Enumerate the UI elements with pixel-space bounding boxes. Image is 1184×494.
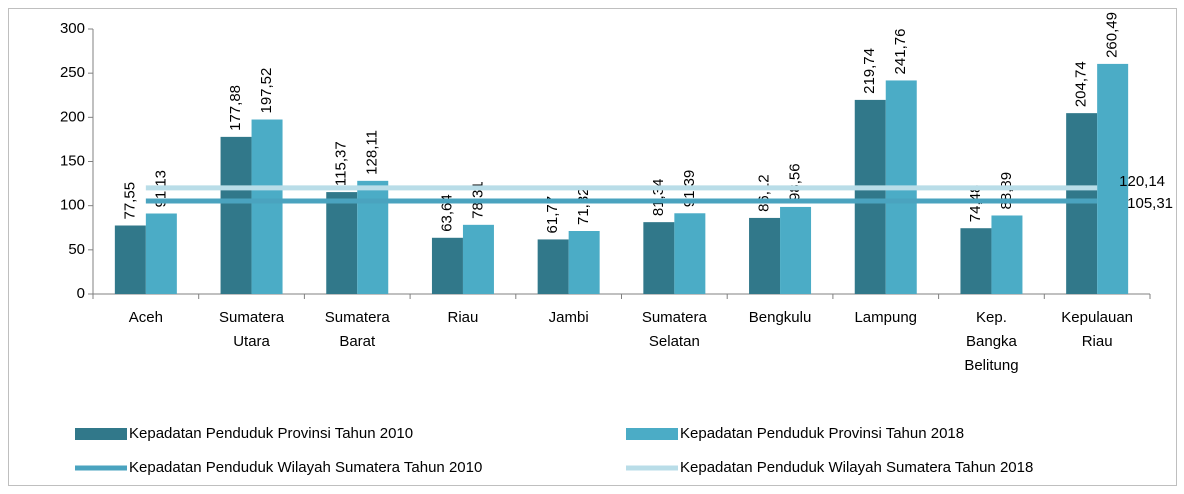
legend-label: Kepadatan Penduduk Wilayah Sumatera Tahu… xyxy=(129,459,482,476)
data-label: 115,37 xyxy=(333,141,350,186)
bar xyxy=(357,180,389,294)
x-tick-label-line: Sumatera xyxy=(325,309,391,326)
x-tick-label: Kep. Bangka Belitung xyxy=(964,309,1018,374)
y-tick-label: 150 xyxy=(60,152,85,169)
x-tick-label-line: Sumatera xyxy=(642,309,708,326)
data-label: 61,77 xyxy=(544,196,561,234)
x-tick-label-line: Bangka xyxy=(966,333,1018,350)
legend-swatch xyxy=(75,428,127,440)
x-tick-label: Aceh xyxy=(129,309,163,326)
bar xyxy=(1066,113,1098,294)
x-tick-label-line: Kepulauan xyxy=(1061,309,1133,326)
x-tick-label-line: Bengkulu xyxy=(749,309,812,326)
x-tick-label-line: Selatan xyxy=(649,333,700,350)
x-tick-label: Sumatera Selatan xyxy=(642,309,708,350)
data-label: 204,74 xyxy=(1073,61,1090,107)
data-label: 177,88 xyxy=(227,85,244,131)
bar xyxy=(960,228,992,294)
line-end-label: 120,14 xyxy=(1119,173,1165,190)
bar xyxy=(674,213,706,294)
data-label: 88,89 xyxy=(998,172,1015,210)
bar xyxy=(1097,63,1129,295)
x-tick-label-line: Belitung xyxy=(964,357,1018,374)
y-tick-label: 50 xyxy=(68,241,85,258)
data-label: 197,52 xyxy=(258,68,275,114)
y-tick-label: 250 xyxy=(60,64,85,81)
data-label: 71,32 xyxy=(575,187,592,225)
x-tick-label-line: Sumatera xyxy=(219,309,285,326)
data-label: 81,34 xyxy=(650,179,667,217)
y-tick-label: 300 xyxy=(60,20,85,37)
y-tick-label: 200 xyxy=(60,108,85,125)
x-tick-label: Kepulauan Riau xyxy=(1061,309,1133,350)
data-label: 260,49 xyxy=(1104,12,1121,58)
x-tick-label: Jambi xyxy=(549,309,589,326)
x-tick-label-line: Utara xyxy=(233,333,270,350)
legend-label: Kepadatan Penduduk Provinsi Tahun 2010 xyxy=(129,425,413,442)
x-tick-label-line: Riau xyxy=(1082,333,1113,350)
x-tick-label: Sumatera Barat xyxy=(325,309,391,350)
bar xyxy=(643,222,675,294)
x-tick-label-line: Aceh xyxy=(129,309,163,326)
bar xyxy=(749,217,781,294)
x-tick-label-line: Lampung xyxy=(854,309,917,326)
legend-label: Kepadatan Penduduk Provinsi Tahun 2018 xyxy=(680,425,964,442)
x-tick-label: Bengkulu xyxy=(749,309,812,326)
bar xyxy=(462,224,494,294)
bar xyxy=(114,225,146,294)
legend-swatch xyxy=(626,428,678,440)
x-tick-label-line: Barat xyxy=(339,333,376,350)
data-label: 219,74 xyxy=(861,48,878,94)
bar xyxy=(568,231,600,294)
data-label: 77,55 xyxy=(121,182,138,220)
bar xyxy=(326,192,358,294)
x-tick-label: Lampung xyxy=(854,309,917,326)
bar xyxy=(854,99,886,294)
x-tick-label-line: Jambi xyxy=(549,309,589,326)
data-label: 241,76 xyxy=(892,29,909,75)
x-tick-label: Riau xyxy=(448,309,479,326)
bar xyxy=(780,206,812,294)
legend-label: Kepadatan Penduduk Wilayah Sumatera Tahu… xyxy=(680,459,1033,476)
bar xyxy=(991,215,1023,294)
bar xyxy=(145,213,177,294)
bar xyxy=(220,136,252,294)
y-tick-label: 100 xyxy=(60,197,85,214)
data-label: 98,56 xyxy=(787,163,804,201)
x-tick-label: Sumatera Utara xyxy=(219,309,285,350)
bar xyxy=(537,239,569,294)
data-label: 63,64 xyxy=(438,194,455,232)
bar xyxy=(431,237,463,294)
data-label: 86,12 xyxy=(756,174,773,212)
data-label: 128,11 xyxy=(364,130,381,175)
x-tick-label-line: Kep. xyxy=(976,309,1007,326)
line-end-label: 105,31 xyxy=(1127,195,1173,212)
x-tick-label-line: Riau xyxy=(448,309,479,326)
bar xyxy=(251,119,283,294)
y-tick-label: 0 xyxy=(77,285,85,302)
